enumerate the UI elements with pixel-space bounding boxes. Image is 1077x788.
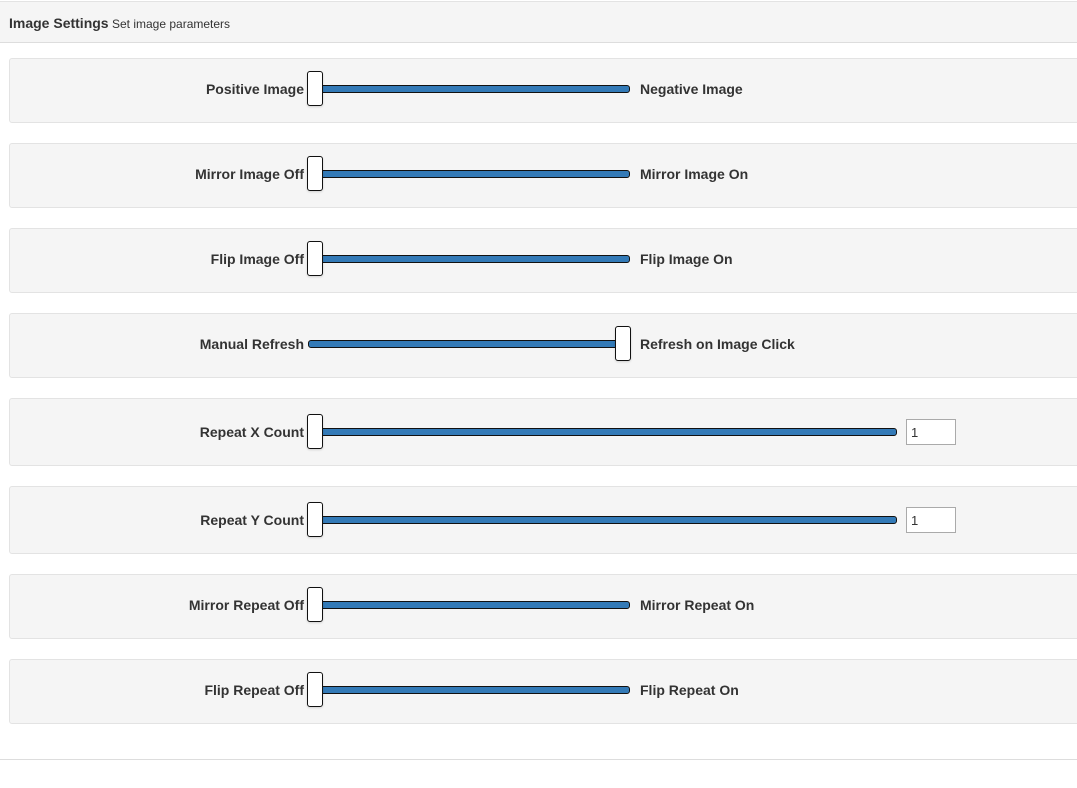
- toggle-slider-handle[interactable]: [307, 241, 323, 276]
- toggle-slider-track[interactable]: [308, 601, 630, 609]
- setting-row-repeat-y: Repeat Y Count: [9, 486, 1077, 554]
- count-slider-track[interactable]: [308, 516, 897, 524]
- setting-row-repeat-x: Repeat X Count: [9, 398, 1077, 466]
- count-slider-handle[interactable]: [307, 414, 323, 449]
- toggle-slider-handle[interactable]: [307, 156, 323, 191]
- toggle-right-label: Mirror Image On: [640, 166, 749, 182]
- toggle-slider-handle[interactable]: [307, 71, 323, 106]
- setting-row-positive-negative: Positive Image Negative Image: [9, 58, 1077, 123]
- count-slider-handle[interactable]: [307, 502, 323, 537]
- setting-row-mirror-repeat: Mirror Repeat Off Mirror Repeat On: [9, 574, 1077, 639]
- toggle-right-label: Negative Image: [640, 81, 743, 97]
- toggle-slider-handle[interactable]: [307, 587, 323, 622]
- setting-row-flip-image: Flip Image Off Flip Image On: [9, 228, 1077, 293]
- count-label: Repeat Y Count: [200, 512, 304, 528]
- toggle-left-label: Mirror Image Off: [195, 166, 304, 182]
- count-slider-track[interactable]: [308, 428, 897, 436]
- toggle-right-label: Flip Repeat On: [640, 682, 739, 698]
- divider: [0, 759, 1077, 760]
- panel-title: Image Settings: [9, 15, 109, 31]
- toggle-right-label: Flip Image On: [640, 251, 733, 267]
- toggle-left-label: Flip Image Off: [210, 251, 304, 267]
- toggle-left-label: Positive Image: [205, 81, 304, 97]
- toggle-left-label: Flip Repeat Off: [204, 682, 304, 698]
- setting-row-refresh: Manual Refresh Refresh on Image Click: [9, 313, 1077, 378]
- panel-subtitle: Set image parameters: [112, 17, 231, 31]
- repeat-x-count-input[interactable]: [906, 419, 956, 445]
- setting-row-flip-repeat: Flip Repeat Off Flip Repeat On: [9, 659, 1077, 724]
- toggle-right-label: Mirror Repeat On: [640, 597, 755, 613]
- toggle-slider-track[interactable]: [308, 170, 630, 178]
- toggle-left-label: Mirror Repeat Off: [188, 597, 304, 613]
- toggle-right-label: Refresh on Image Click: [640, 336, 795, 352]
- toggle-slider-track[interactable]: [308, 255, 630, 263]
- panel-header: Image Settings Set image parameters: [0, 1, 1077, 43]
- toggle-slider-track[interactable]: [308, 340, 630, 348]
- toggle-slider-track[interactable]: [308, 686, 630, 694]
- toggle-slider-track[interactable]: [308, 85, 630, 93]
- setting-row-mirror-image: Mirror Image Off Mirror Image On: [9, 143, 1077, 208]
- count-label: Repeat X Count: [199, 424, 304, 440]
- repeat-y-count-input[interactable]: [906, 507, 956, 533]
- toggle-left-label: Manual Refresh: [199, 336, 304, 352]
- toggle-slider-handle[interactable]: [615, 326, 631, 361]
- toggle-slider-handle[interactable]: [307, 672, 323, 707]
